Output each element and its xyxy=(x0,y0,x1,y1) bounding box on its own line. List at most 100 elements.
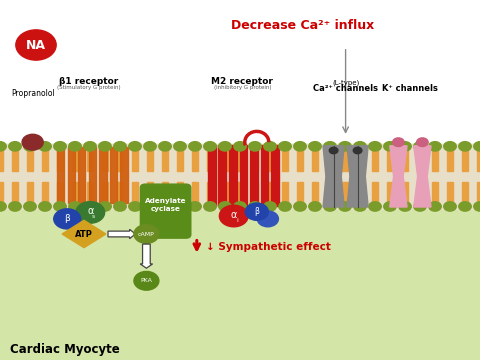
Circle shape xyxy=(54,202,66,211)
FancyArrow shape xyxy=(108,229,135,239)
Circle shape xyxy=(114,142,126,151)
Bar xyxy=(237,182,243,203)
Text: NA: NA xyxy=(26,39,46,51)
Circle shape xyxy=(114,202,126,211)
Text: PKA: PKA xyxy=(141,278,152,283)
Bar xyxy=(192,149,198,171)
Bar xyxy=(372,182,378,203)
Circle shape xyxy=(84,202,96,211)
Circle shape xyxy=(309,142,321,151)
Bar xyxy=(282,149,288,171)
Circle shape xyxy=(264,142,276,151)
Circle shape xyxy=(159,142,171,151)
Polygon shape xyxy=(390,146,407,207)
Circle shape xyxy=(234,142,246,151)
Bar xyxy=(357,182,363,203)
Bar xyxy=(0,149,3,171)
Bar xyxy=(477,182,480,203)
Bar xyxy=(402,149,408,171)
Text: Adenylate
cyclase: Adenylate cyclase xyxy=(145,198,186,212)
Circle shape xyxy=(414,202,426,211)
Circle shape xyxy=(134,271,159,290)
Bar xyxy=(252,149,258,171)
Bar xyxy=(177,182,183,203)
Bar xyxy=(222,149,228,171)
Bar xyxy=(132,149,138,171)
Polygon shape xyxy=(323,146,344,207)
Text: i: i xyxy=(236,218,238,223)
Bar xyxy=(312,149,318,171)
Circle shape xyxy=(393,138,404,147)
Text: Propranolol: Propranolol xyxy=(11,89,55,98)
Bar xyxy=(87,149,93,171)
Text: Ca²⁺ channels: Ca²⁺ channels xyxy=(313,84,378,93)
Circle shape xyxy=(159,202,171,211)
Bar xyxy=(267,149,273,171)
Bar xyxy=(432,182,438,203)
Bar xyxy=(417,149,423,171)
Bar xyxy=(297,182,303,203)
Bar xyxy=(27,149,33,171)
Bar xyxy=(12,182,18,203)
Circle shape xyxy=(324,202,336,211)
Text: cAMP: cAMP xyxy=(138,231,155,237)
Circle shape xyxy=(474,142,480,151)
Bar xyxy=(87,182,93,203)
Bar xyxy=(357,149,363,171)
Bar xyxy=(0,0,480,148)
Circle shape xyxy=(444,142,456,151)
Bar xyxy=(12,149,18,171)
Bar xyxy=(387,182,393,203)
Bar xyxy=(68,147,75,203)
Circle shape xyxy=(54,142,66,151)
Circle shape xyxy=(309,202,321,211)
Circle shape xyxy=(257,211,278,227)
Circle shape xyxy=(429,202,441,211)
Bar xyxy=(462,149,468,171)
Bar xyxy=(208,145,216,206)
Text: α: α xyxy=(230,210,237,220)
Circle shape xyxy=(249,142,261,151)
Bar xyxy=(30,135,36,138)
Circle shape xyxy=(354,142,366,151)
Bar xyxy=(0,144,480,209)
Bar xyxy=(147,149,153,171)
Circle shape xyxy=(444,202,456,211)
Circle shape xyxy=(339,142,351,151)
Circle shape xyxy=(399,142,411,151)
Bar xyxy=(177,149,183,171)
Text: Decrease Ca²⁺ influx: Decrease Ca²⁺ influx xyxy=(231,19,374,32)
Circle shape xyxy=(174,202,186,211)
Circle shape xyxy=(384,202,396,211)
Bar xyxy=(110,147,117,203)
Circle shape xyxy=(279,142,291,151)
Text: ↓ Sympathetic effect: ↓ Sympathetic effect xyxy=(206,242,331,252)
Text: (inhibitory G protein): (inhibitory G protein) xyxy=(214,85,271,90)
Circle shape xyxy=(459,142,471,151)
Circle shape xyxy=(294,142,306,151)
Bar xyxy=(162,149,168,171)
Circle shape xyxy=(324,142,336,151)
Circle shape xyxy=(39,202,51,211)
Circle shape xyxy=(417,138,428,147)
Polygon shape xyxy=(347,146,368,207)
Circle shape xyxy=(264,202,276,211)
Circle shape xyxy=(22,134,43,150)
Bar xyxy=(162,182,168,203)
Circle shape xyxy=(24,142,36,151)
Circle shape xyxy=(69,202,81,211)
Circle shape xyxy=(459,202,471,211)
Circle shape xyxy=(204,202,216,211)
Bar xyxy=(89,147,96,203)
Circle shape xyxy=(204,142,216,151)
Bar xyxy=(207,149,213,171)
Circle shape xyxy=(474,202,480,211)
Circle shape xyxy=(9,142,21,151)
Bar xyxy=(57,149,63,171)
Bar xyxy=(218,145,226,206)
Bar xyxy=(240,145,247,206)
Text: β: β xyxy=(254,207,259,216)
Circle shape xyxy=(144,142,156,151)
Bar xyxy=(78,147,85,203)
Bar xyxy=(42,182,48,203)
